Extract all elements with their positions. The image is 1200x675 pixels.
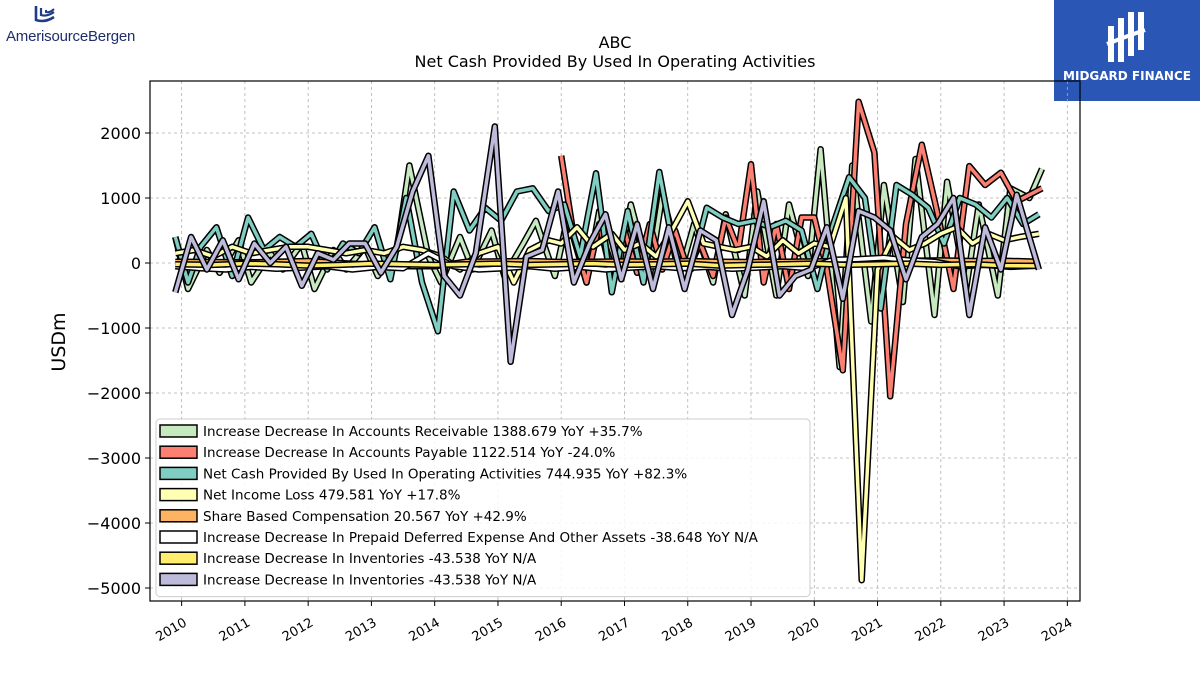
x-tick-label: 2011 [217, 615, 253, 645]
x-axis: 2010 2011 2012 2013 2014 2015 2016 2017 2018 2019… [153, 601, 1075, 645]
x-tick-label: 2014 [407, 615, 443, 645]
legend-swatch-6 [159, 551, 198, 565]
y-tick-label: 1000 [100, 189, 141, 208]
y-tick-label: −1000 [87, 319, 141, 338]
legend-swatch-3 [159, 487, 198, 502]
y-tick-label: 0 [131, 254, 141, 273]
x-tick-label: 2017 [596, 615, 632, 645]
series-line-7 [173, 124, 1041, 364]
amerisourcebergen-logo: AmerisourceBergen [6, 4, 166, 48]
y-axis-label: USDm [48, 312, 70, 371]
legend: Increase Decrease In Accounts Receivable… [155, 418, 811, 598]
x-tick-label: 2016 [533, 615, 569, 645]
x-tick-label: 2024 [1039, 615, 1075, 645]
legend-swatch-4 [159, 509, 198, 523]
legend-entry-6: Increase Decrease In Inventories -43.538… [203, 551, 537, 567]
chart-subtitle: Net Cash Provided By Used In Operating A… [415, 52, 816, 71]
legend-entry-7: Increase Decrease In Inventories -43.538… [203, 572, 537, 588]
legend-entry-2: Net Cash Provided By Used In Operating A… [203, 466, 687, 482]
x-tick-label: 2021 [849, 615, 885, 645]
x-tick-label: 2022 [913, 615, 949, 645]
y-axis: 2000 1000 0 −1000 −2000 −3000 −4000 −5000 [87, 124, 150, 598]
legend-swatch-5 [159, 530, 198, 544]
y-tick-label: −3000 [87, 449, 141, 468]
series-layer [172, 98, 1045, 584]
legend-entry-1: Increase Decrease In Accounts Payable 11… [203, 445, 616, 461]
series-line-2 [173, 170, 1040, 334]
legend-entry-4: Share Based Compensation 20.567 YoY +42.… [203, 509, 527, 525]
legend-swatch-2 [159, 466, 198, 481]
midgard-finance-logo: MIDGARD FINANCE [1054, 0, 1200, 101]
legend-entry-0: Increase Decrease In Accounts Receivable… [203, 424, 643, 440]
x-tick-label: 2020 [786, 615, 822, 645]
x-tick-label: 2010 [153, 615, 189, 645]
series-line-6 [175, 261, 1039, 268]
legend-swatch-1 [159, 445, 198, 459]
legend-box [155, 418, 811, 598]
x-tick-label: 2019 [723, 615, 759, 645]
x-tick-label: 2015 [470, 615, 506, 645]
x-tick-label: 2018 [660, 615, 696, 645]
chart-title: ABC [599, 33, 632, 52]
y-tick-label: −2000 [87, 384, 141, 403]
legend-entry-5: Increase Decrease In Prepaid Deferred Ex… [203, 530, 759, 546]
legend-swatch-7 [159, 572, 198, 587]
y-tick-label: −5000 [87, 579, 141, 598]
x-tick-label: 2013 [343, 615, 379, 645]
x-tick-label: 2012 [280, 615, 316, 645]
wave-emblem-icon [34, 6, 55, 23]
plot-frame [149, 80, 1081, 602]
y-tick-label: −4000 [87, 514, 141, 533]
x-tick-label: 2023 [976, 615, 1012, 645]
left-logo-wordmark: AmerisourceBergen [6, 28, 136, 45]
midgard-emblem-icon [1106, 12, 1146, 62]
right-logo-wordmark: MIDGARD FINANCE [1063, 69, 1191, 83]
legend-swatch-0 [159, 424, 198, 438]
y-tick-label: 2000 [100, 124, 141, 143]
legend-entry-3: Net Income Loss 479.581 YoY +17.8% [203, 488, 461, 504]
